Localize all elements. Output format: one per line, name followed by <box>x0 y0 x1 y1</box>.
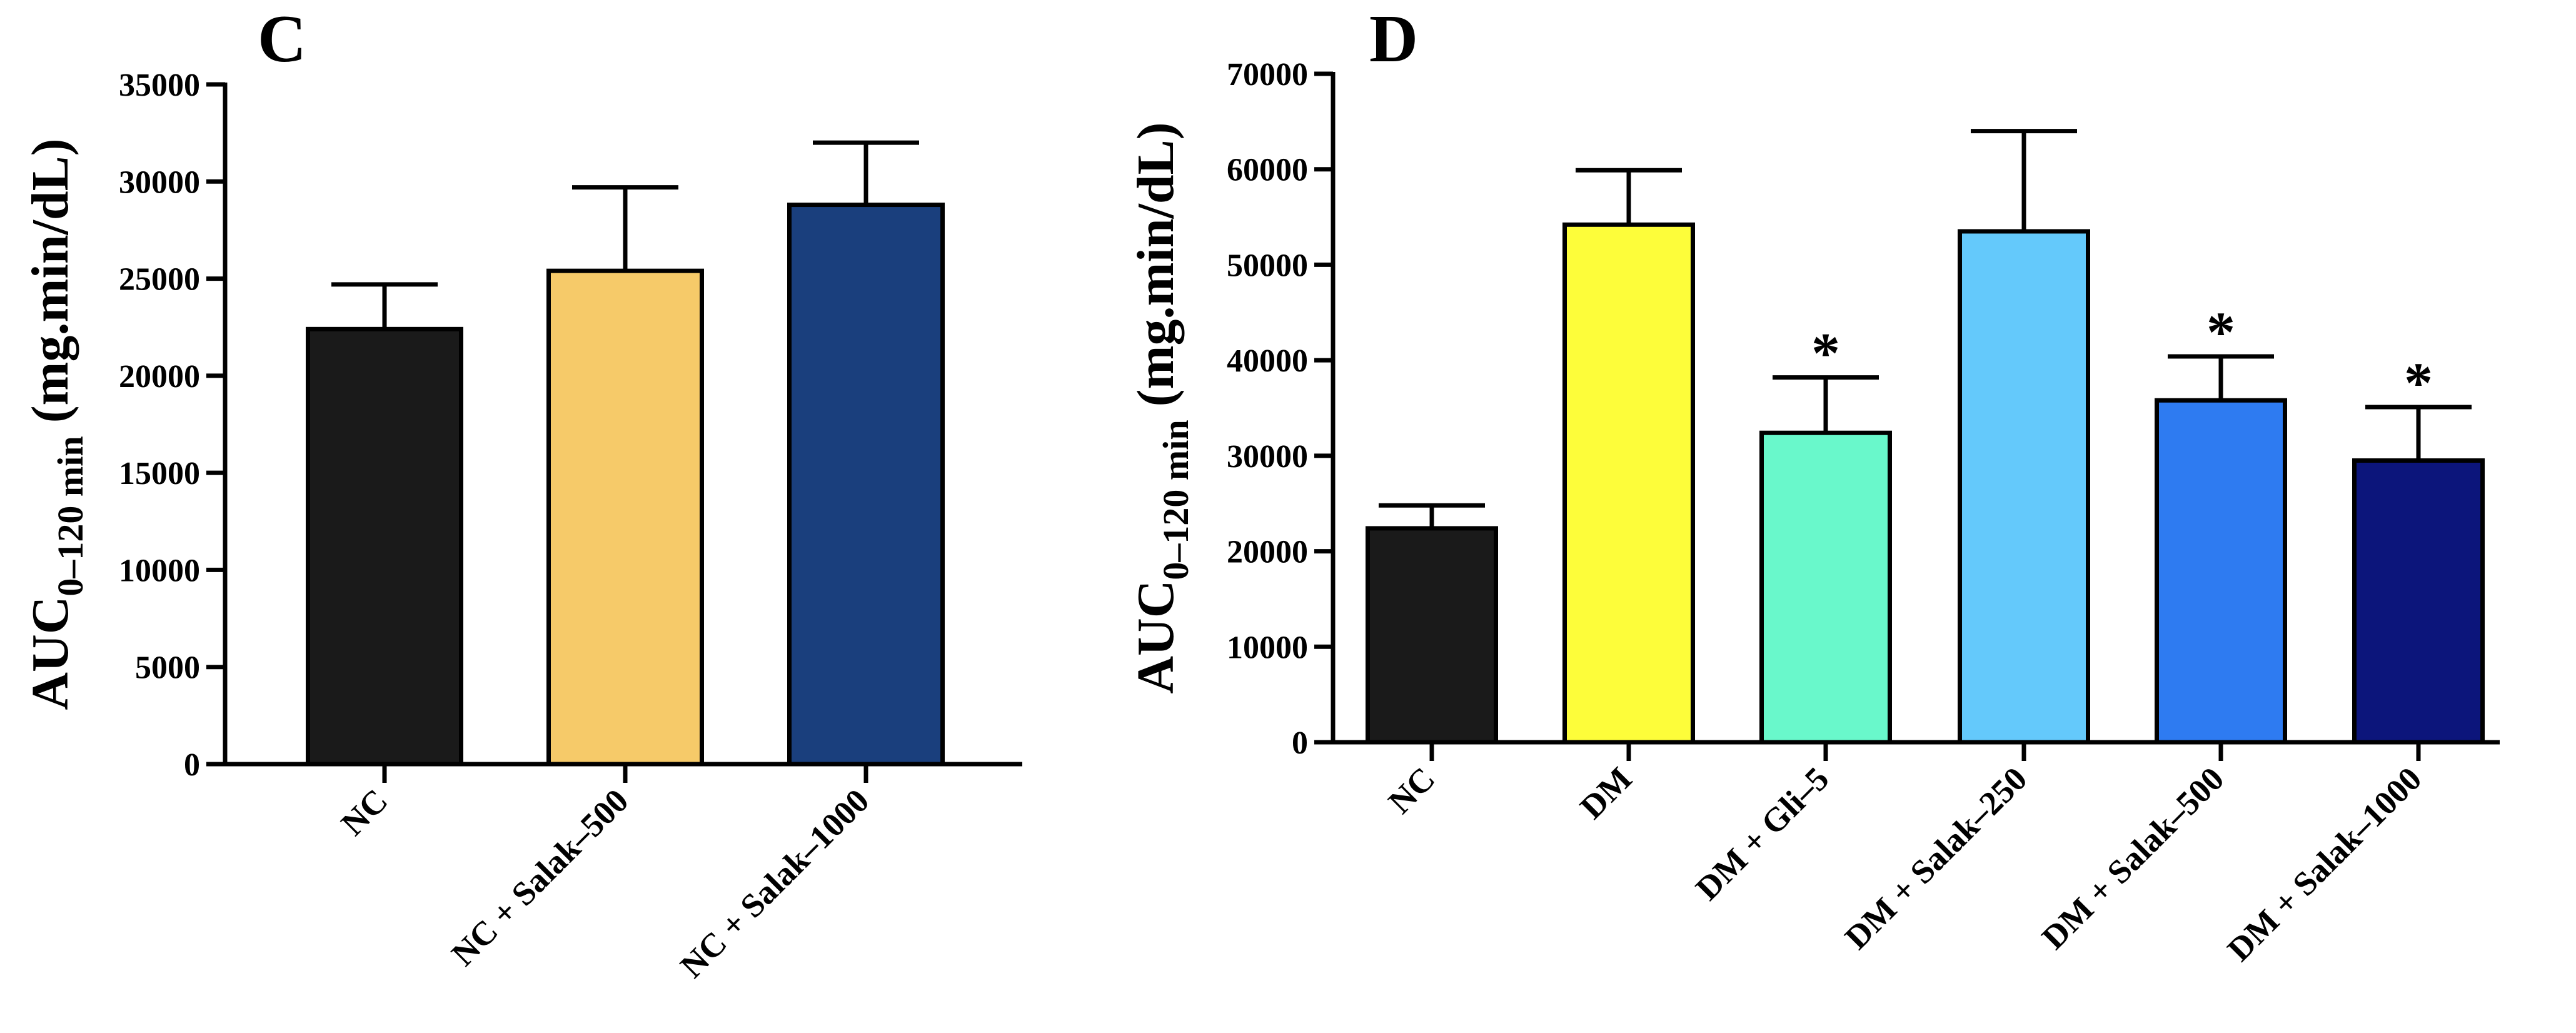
x-tick-label: NC <box>1381 760 1442 821</box>
y-tick-label: 20000 <box>1227 535 1308 570</box>
y-axis-title: AUC0–120 min (mg.min/dL) <box>21 138 91 710</box>
panel-label: D <box>1369 2 1418 76</box>
x-tick-label: DM <box>1572 760 1639 826</box>
y-tick-label: 70000 <box>1227 57 1308 93</box>
y-tick-label: 25000 <box>119 262 200 298</box>
y-tick-label: 10000 <box>119 553 200 588</box>
bar-dm-salak-250 <box>1958 229 2090 745</box>
x-tick-label: NC + Salak–500 <box>444 782 635 973</box>
y-axis-title-main: AUC <box>21 597 79 710</box>
panel-c: C 0 5000 10000 15000 20000 25000 30000 35000 AUC0… <box>21 2 1022 985</box>
bar-dm-gli-5 <box>1759 430 1892 745</box>
bar-nc-salak-1000 <box>787 203 945 767</box>
bar-nc <box>1366 526 1498 745</box>
bar-dm-salak-1000 <box>2352 458 2485 745</box>
y-axis-title-unit: (mg.min/dL) <box>21 138 79 436</box>
x-tick-label: DM + Salak–500 <box>2035 760 2231 957</box>
significance-marker: * <box>2206 300 2235 364</box>
y-axis-title-main: AUC <box>1127 580 1185 694</box>
y-tick-label: 0 <box>1292 725 1308 761</box>
bar-nc-salak-500 <box>546 268 704 767</box>
y-tick-label: 20000 <box>119 359 200 395</box>
y-tick-label: 35000 <box>119 68 200 103</box>
y-axis-title: AUC0–120 min (mg.min/dL) <box>1127 122 1196 693</box>
x-tick-label: NC + Salak–1000 <box>673 782 876 985</box>
y-tick-label: 10000 <box>1227 630 1308 665</box>
bar-dm <box>1562 222 1695 745</box>
y-tick-label: 5000 <box>135 650 200 686</box>
y-axis-title-subscript: 0–120 min <box>1155 420 1196 580</box>
x-tick-label: DM + Salak–1000 <box>2220 760 2429 969</box>
x-tick-label: DM + Gli–5 <box>1688 760 1836 907</box>
significance-marker: * <box>2404 351 2433 415</box>
y-axis-title-subscript: 0–120 min <box>50 436 91 596</box>
bar-nc <box>306 326 463 767</box>
y-axis-title-unit: (mg.min/dL) <box>1127 122 1185 420</box>
y-tick-label: 30000 <box>119 164 200 200</box>
significance-marker: * <box>1811 321 1840 385</box>
y-tick-label: 15000 <box>119 456 200 491</box>
x-tick-label: DM + Salak–250 <box>1838 760 2035 957</box>
panel-d: D 0 10000 20000 30000 40000 50000 60000 70000 AUC… <box>1127 2 2500 969</box>
panel-label: C <box>258 2 306 76</box>
y-tick-label: 30000 <box>1227 439 1308 475</box>
x-tick-label: NC <box>334 782 395 843</box>
y-tick-label: 40000 <box>1227 343 1308 379</box>
y-tick-label: 50000 <box>1227 248 1308 283</box>
bar-dm-salak-500 <box>2155 398 2287 745</box>
y-tick-label: 0 <box>184 747 200 783</box>
y-tick-label: 60000 <box>1227 153 1308 188</box>
